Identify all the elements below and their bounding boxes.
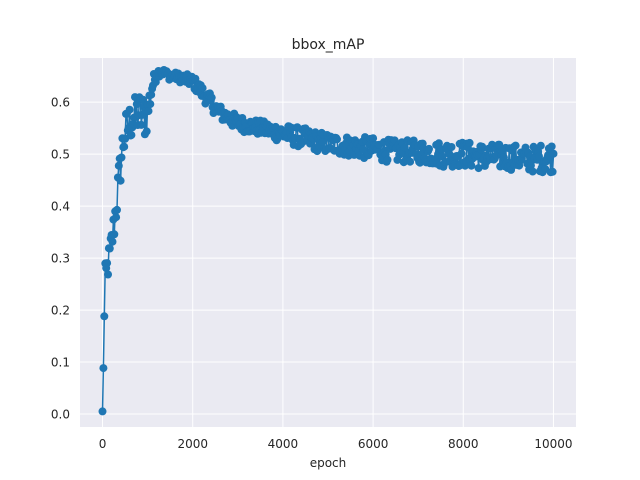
x-tick-label: 10000 bbox=[534, 437, 572, 451]
data-point bbox=[125, 105, 134, 114]
data-point bbox=[318, 138, 327, 146]
data-point bbox=[406, 157, 415, 166]
x-axis-label: epoch bbox=[310, 456, 347, 470]
data-point bbox=[105, 244, 114, 253]
data-point bbox=[120, 142, 129, 151]
grid-lines bbox=[80, 58, 576, 427]
x-tick-label: 2000 bbox=[177, 437, 208, 451]
data-point bbox=[447, 143, 456, 151]
data-point bbox=[548, 167, 557, 176]
data-point bbox=[127, 131, 136, 140]
y-tick-label: 0.2 bbox=[51, 304, 70, 318]
chart-title: bbox_mAP bbox=[292, 37, 365, 53]
x-tick-label: 4000 bbox=[268, 437, 299, 451]
data-point bbox=[147, 90, 156, 99]
data-point bbox=[110, 230, 119, 239]
x-tick-label: 0 bbox=[99, 437, 107, 451]
data-point bbox=[478, 142, 487, 151]
data-point bbox=[112, 213, 121, 222]
data-point bbox=[113, 205, 121, 214]
data-point bbox=[511, 141, 520, 150]
y-tick-label: 0.5 bbox=[51, 148, 70, 162]
data-point bbox=[333, 135, 341, 144]
data-point bbox=[116, 176, 125, 185]
data-point bbox=[400, 143, 409, 152]
data-point bbox=[100, 312, 109, 321]
data-point bbox=[117, 153, 126, 162]
data-point bbox=[98, 407, 107, 416]
data-point bbox=[103, 259, 112, 268]
x-tick-label: 6000 bbox=[358, 437, 389, 451]
data-point bbox=[104, 270, 112, 279]
x-tick-label: 8000 bbox=[448, 437, 479, 451]
y-tick-labels: 0.0 0.1 0.2 0.3 0.4 0.5 0.6 bbox=[51, 96, 70, 422]
y-tick-label: 0.0 bbox=[51, 408, 70, 422]
data-point bbox=[99, 364, 108, 373]
data-point bbox=[207, 93, 216, 102]
y-tick-label: 0.6 bbox=[51, 96, 70, 110]
data-point bbox=[535, 152, 543, 161]
data-point bbox=[457, 149, 466, 158]
data-point bbox=[144, 107, 153, 116]
y-tick-label: 0.4 bbox=[51, 200, 70, 214]
data-point bbox=[549, 149, 558, 158]
data-point bbox=[465, 138, 474, 147]
data-point bbox=[369, 134, 378, 143]
plot-background bbox=[80, 58, 576, 427]
data-point bbox=[146, 100, 155, 109]
data-point bbox=[547, 142, 556, 151]
data-point bbox=[137, 120, 146, 129]
x-tick-labels: 0 2000 4000 6000 8000 10000 bbox=[99, 437, 573, 451]
data-point bbox=[108, 237, 117, 246]
data-point bbox=[198, 84, 207, 93]
series-layer bbox=[98, 66, 558, 416]
data-point bbox=[425, 144, 433, 153]
data-point bbox=[114, 161, 123, 170]
data-point bbox=[536, 141, 545, 150]
data-point bbox=[467, 161, 476, 170]
y-tick-label: 0.3 bbox=[51, 252, 70, 266]
data-point bbox=[495, 140, 504, 149]
data-point bbox=[528, 167, 537, 176]
data-point bbox=[383, 155, 392, 164]
data-point bbox=[474, 164, 483, 173]
data-point bbox=[142, 127, 151, 136]
y-tick-label: 0.1 bbox=[51, 356, 70, 370]
